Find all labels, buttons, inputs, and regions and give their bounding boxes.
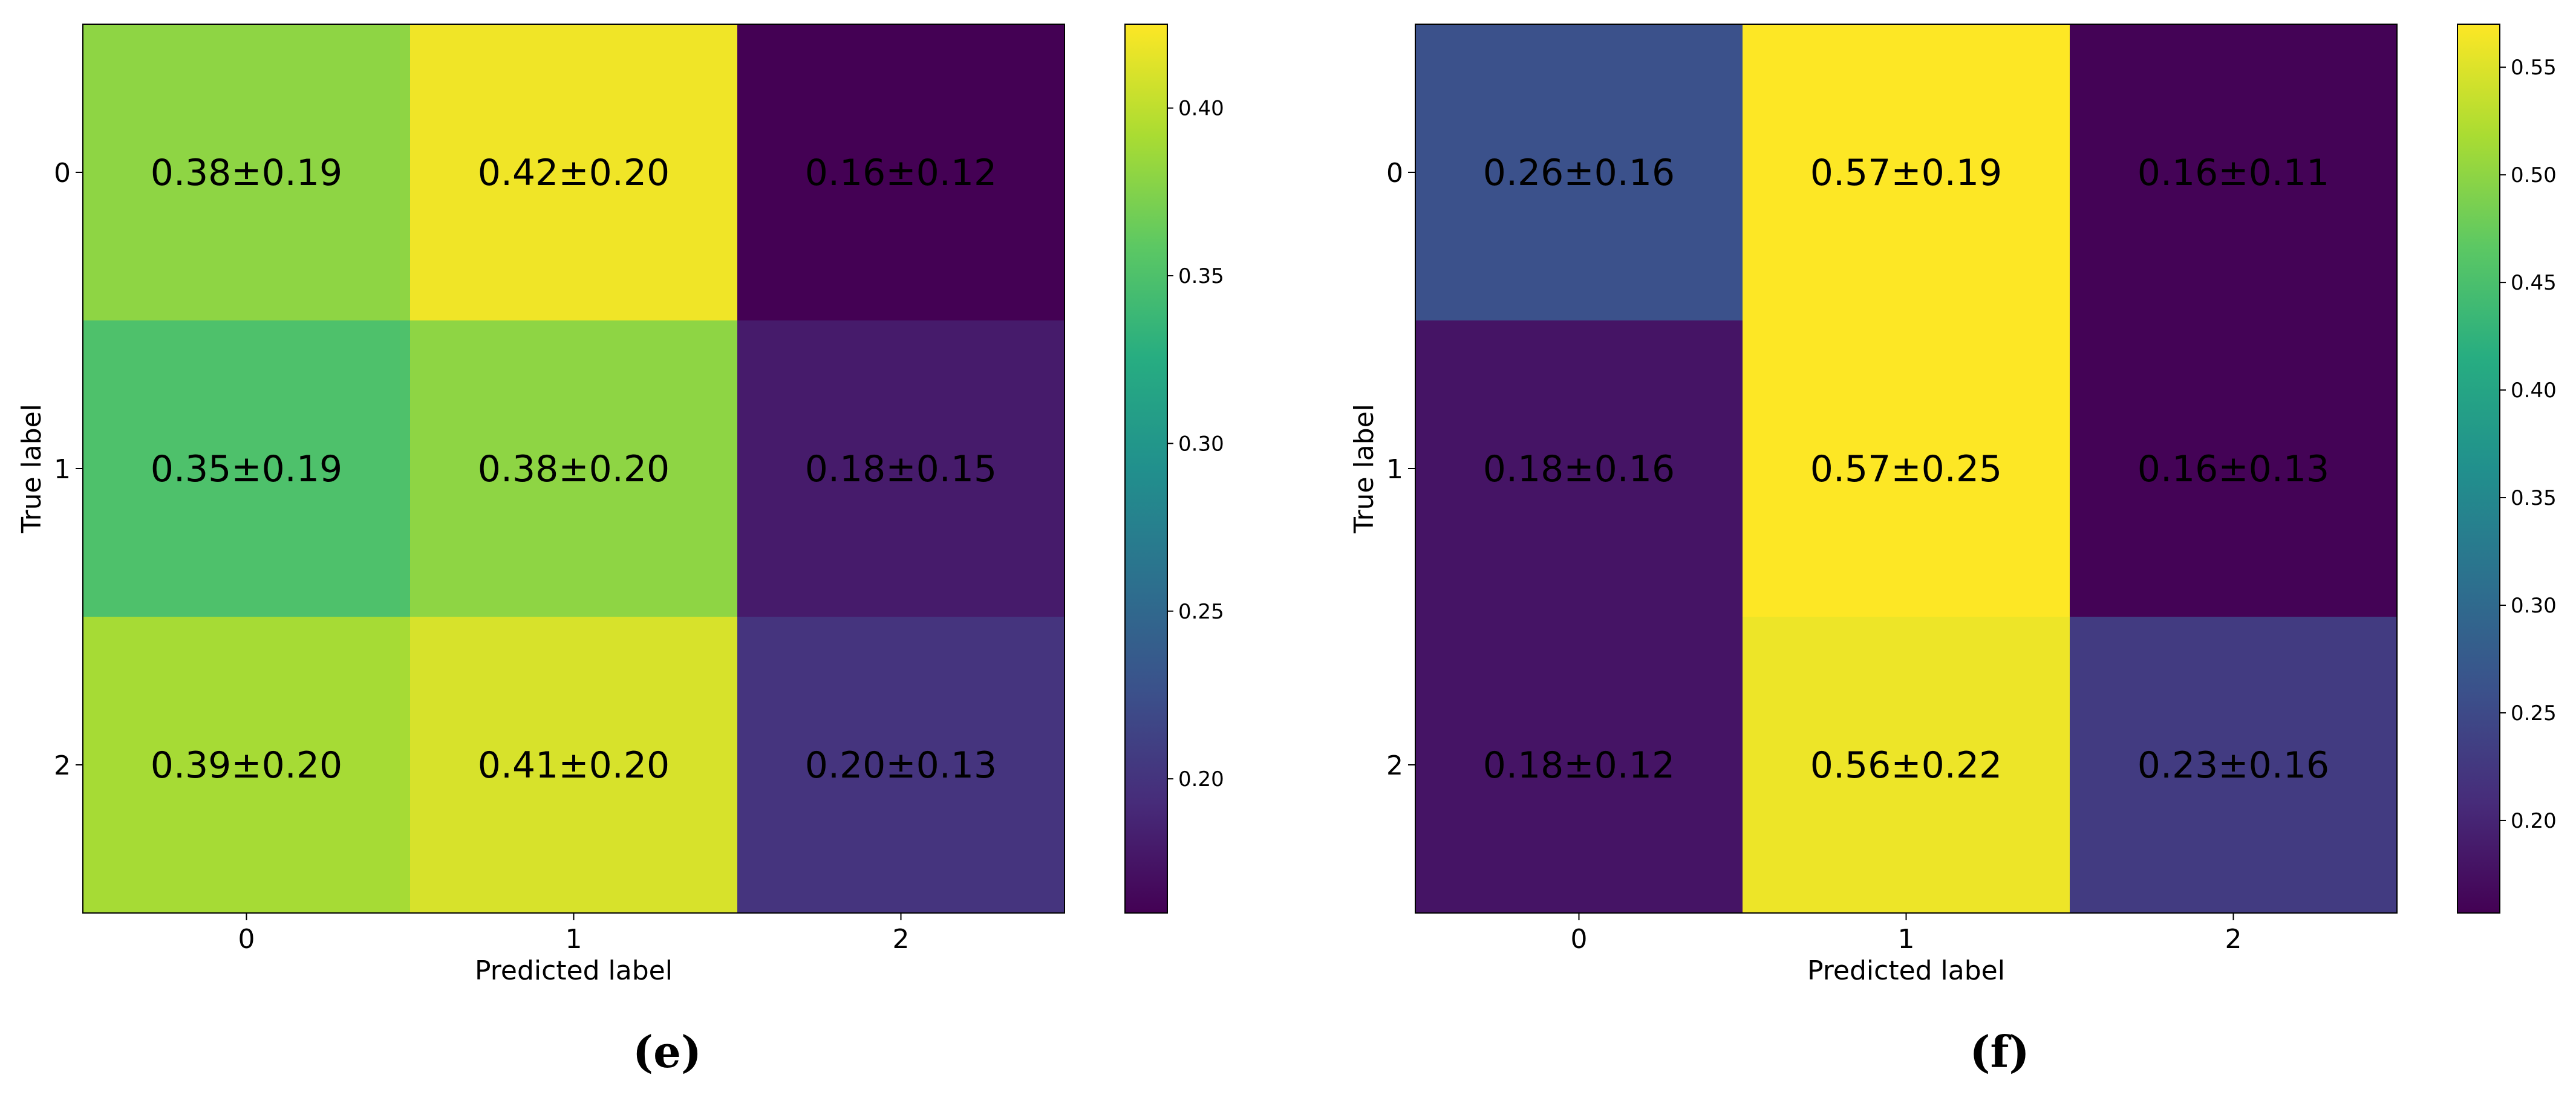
cell-value-label: 0.42±0.20	[478, 152, 670, 194]
colorbar-tick-label: 0.25	[2511, 701, 2557, 726]
cell-value-label: 0.56±0.22	[1810, 744, 2002, 787]
heatmap-panel-f: 0.26±0.16 0.57±0.19 0.16±0.11 0.18±0.16 0.57…	[1349, 24, 2557, 1077]
colorbar-tick-label: 0.35	[2511, 486, 2557, 510]
heatmap-cell	[2070, 320, 2398, 617]
x-tick-label: 2	[2225, 924, 2242, 955]
heatmap-cell	[410, 320, 738, 617]
cell-value-label: 0.18±0.16	[1483, 448, 1675, 490]
cell-value-label: 0.18±0.15	[805, 448, 997, 490]
heatmap-cell	[737, 24, 1065, 321]
cell-value-label: 0.23±0.16	[2137, 744, 2329, 787]
colorbar-tick-label: 0.55	[2511, 56, 2557, 80]
y-tick-label: 1	[54, 454, 71, 485]
cell-value-label: 0.38±0.19	[151, 152, 342, 194]
heatmap-cell	[2070, 617, 2398, 914]
heatmap-cell	[1415, 617, 1743, 914]
cell-value-label: 0.57±0.19	[1810, 152, 2002, 194]
heatmap-cell	[410, 24, 738, 321]
y-axis-label: True label	[16, 404, 47, 534]
heatmap-cell	[83, 617, 411, 914]
colorbar-tick-label: 0.50	[2511, 163, 2557, 187]
heatmap-panel-e: 0.38±0.19 0.42±0.20 0.16±0.12 0.35±0.19 0.38…	[16, 24, 1224, 1077]
y-tick-label: 2	[54, 750, 71, 781]
colorbar-tick-label: 0.20	[1178, 767, 1224, 791]
x-axis-label: Predicted label	[475, 955, 673, 986]
heatmap-cell	[1743, 617, 2070, 914]
heatmap-cell	[1743, 320, 2070, 617]
heatmap-cell	[737, 320, 1065, 617]
cell-value-label: 0.20±0.13	[805, 744, 997, 787]
colorbar-tick-label: 0.20	[2511, 809, 2557, 833]
colorbar-tick-label: 0.30	[1178, 432, 1224, 456]
colorbar-tick-label: 0.40	[2511, 378, 2557, 403]
y-tick-label: 2	[1386, 750, 1403, 781]
y-tick-label: 1	[1386, 454, 1403, 485]
cell-value-label: 0.57±0.25	[1810, 448, 2002, 490]
y-tick-label: 0	[1386, 158, 1403, 189]
y-tick-label: 0	[54, 158, 71, 189]
colorbar-tick-label: 0.35	[1178, 264, 1224, 288]
heatmap-cell	[83, 320, 411, 617]
heatmap-cell	[737, 617, 1065, 914]
y-axis-label: True label	[1349, 404, 1380, 534]
x-tick-label: 0	[238, 924, 255, 955]
cell-value-label: 0.16±0.12	[805, 152, 997, 194]
heatmap-cell	[83, 24, 411, 321]
cell-value-label: 0.16±0.11	[2137, 152, 2329, 194]
heatmap-cell	[1415, 24, 1743, 321]
cell-value-label: 0.16±0.13	[2137, 448, 2329, 490]
cell-value-label: 0.38±0.20	[478, 448, 670, 490]
cell-value-label: 0.39±0.20	[151, 744, 342, 787]
panel-caption: (f)	[1969, 1026, 2029, 1077]
colorbar	[2457, 24, 2500, 914]
x-tick-label: 2	[893, 924, 910, 955]
x-tick-label: 0	[1571, 924, 1588, 955]
colorbar-tick-label: 0.30	[2511, 594, 2557, 618]
x-tick-label: 1	[566, 924, 582, 955]
colorbar	[1124, 24, 1168, 914]
cell-value-label: 0.35±0.19	[151, 448, 342, 490]
cell-value-label: 0.41±0.20	[478, 744, 670, 787]
x-axis-label: Predicted label	[1807, 955, 2005, 986]
colorbar-tick-label: 0.45	[2511, 271, 2557, 295]
x-tick-label: 1	[1898, 924, 1915, 955]
heatmap-cell	[1415, 320, 1743, 617]
panel-caption: (e)	[633, 1026, 702, 1077]
heatmap-cell	[2070, 24, 2398, 321]
heatmap-cell	[1743, 24, 2070, 321]
cell-value-label: 0.26±0.16	[1483, 152, 1675, 194]
colorbar-tick-label: 0.40	[1178, 97, 1224, 121]
cell-value-label: 0.18±0.12	[1483, 744, 1675, 787]
heatmap-cell	[410, 617, 738, 914]
colorbar-tick-label: 0.25	[1178, 600, 1224, 624]
